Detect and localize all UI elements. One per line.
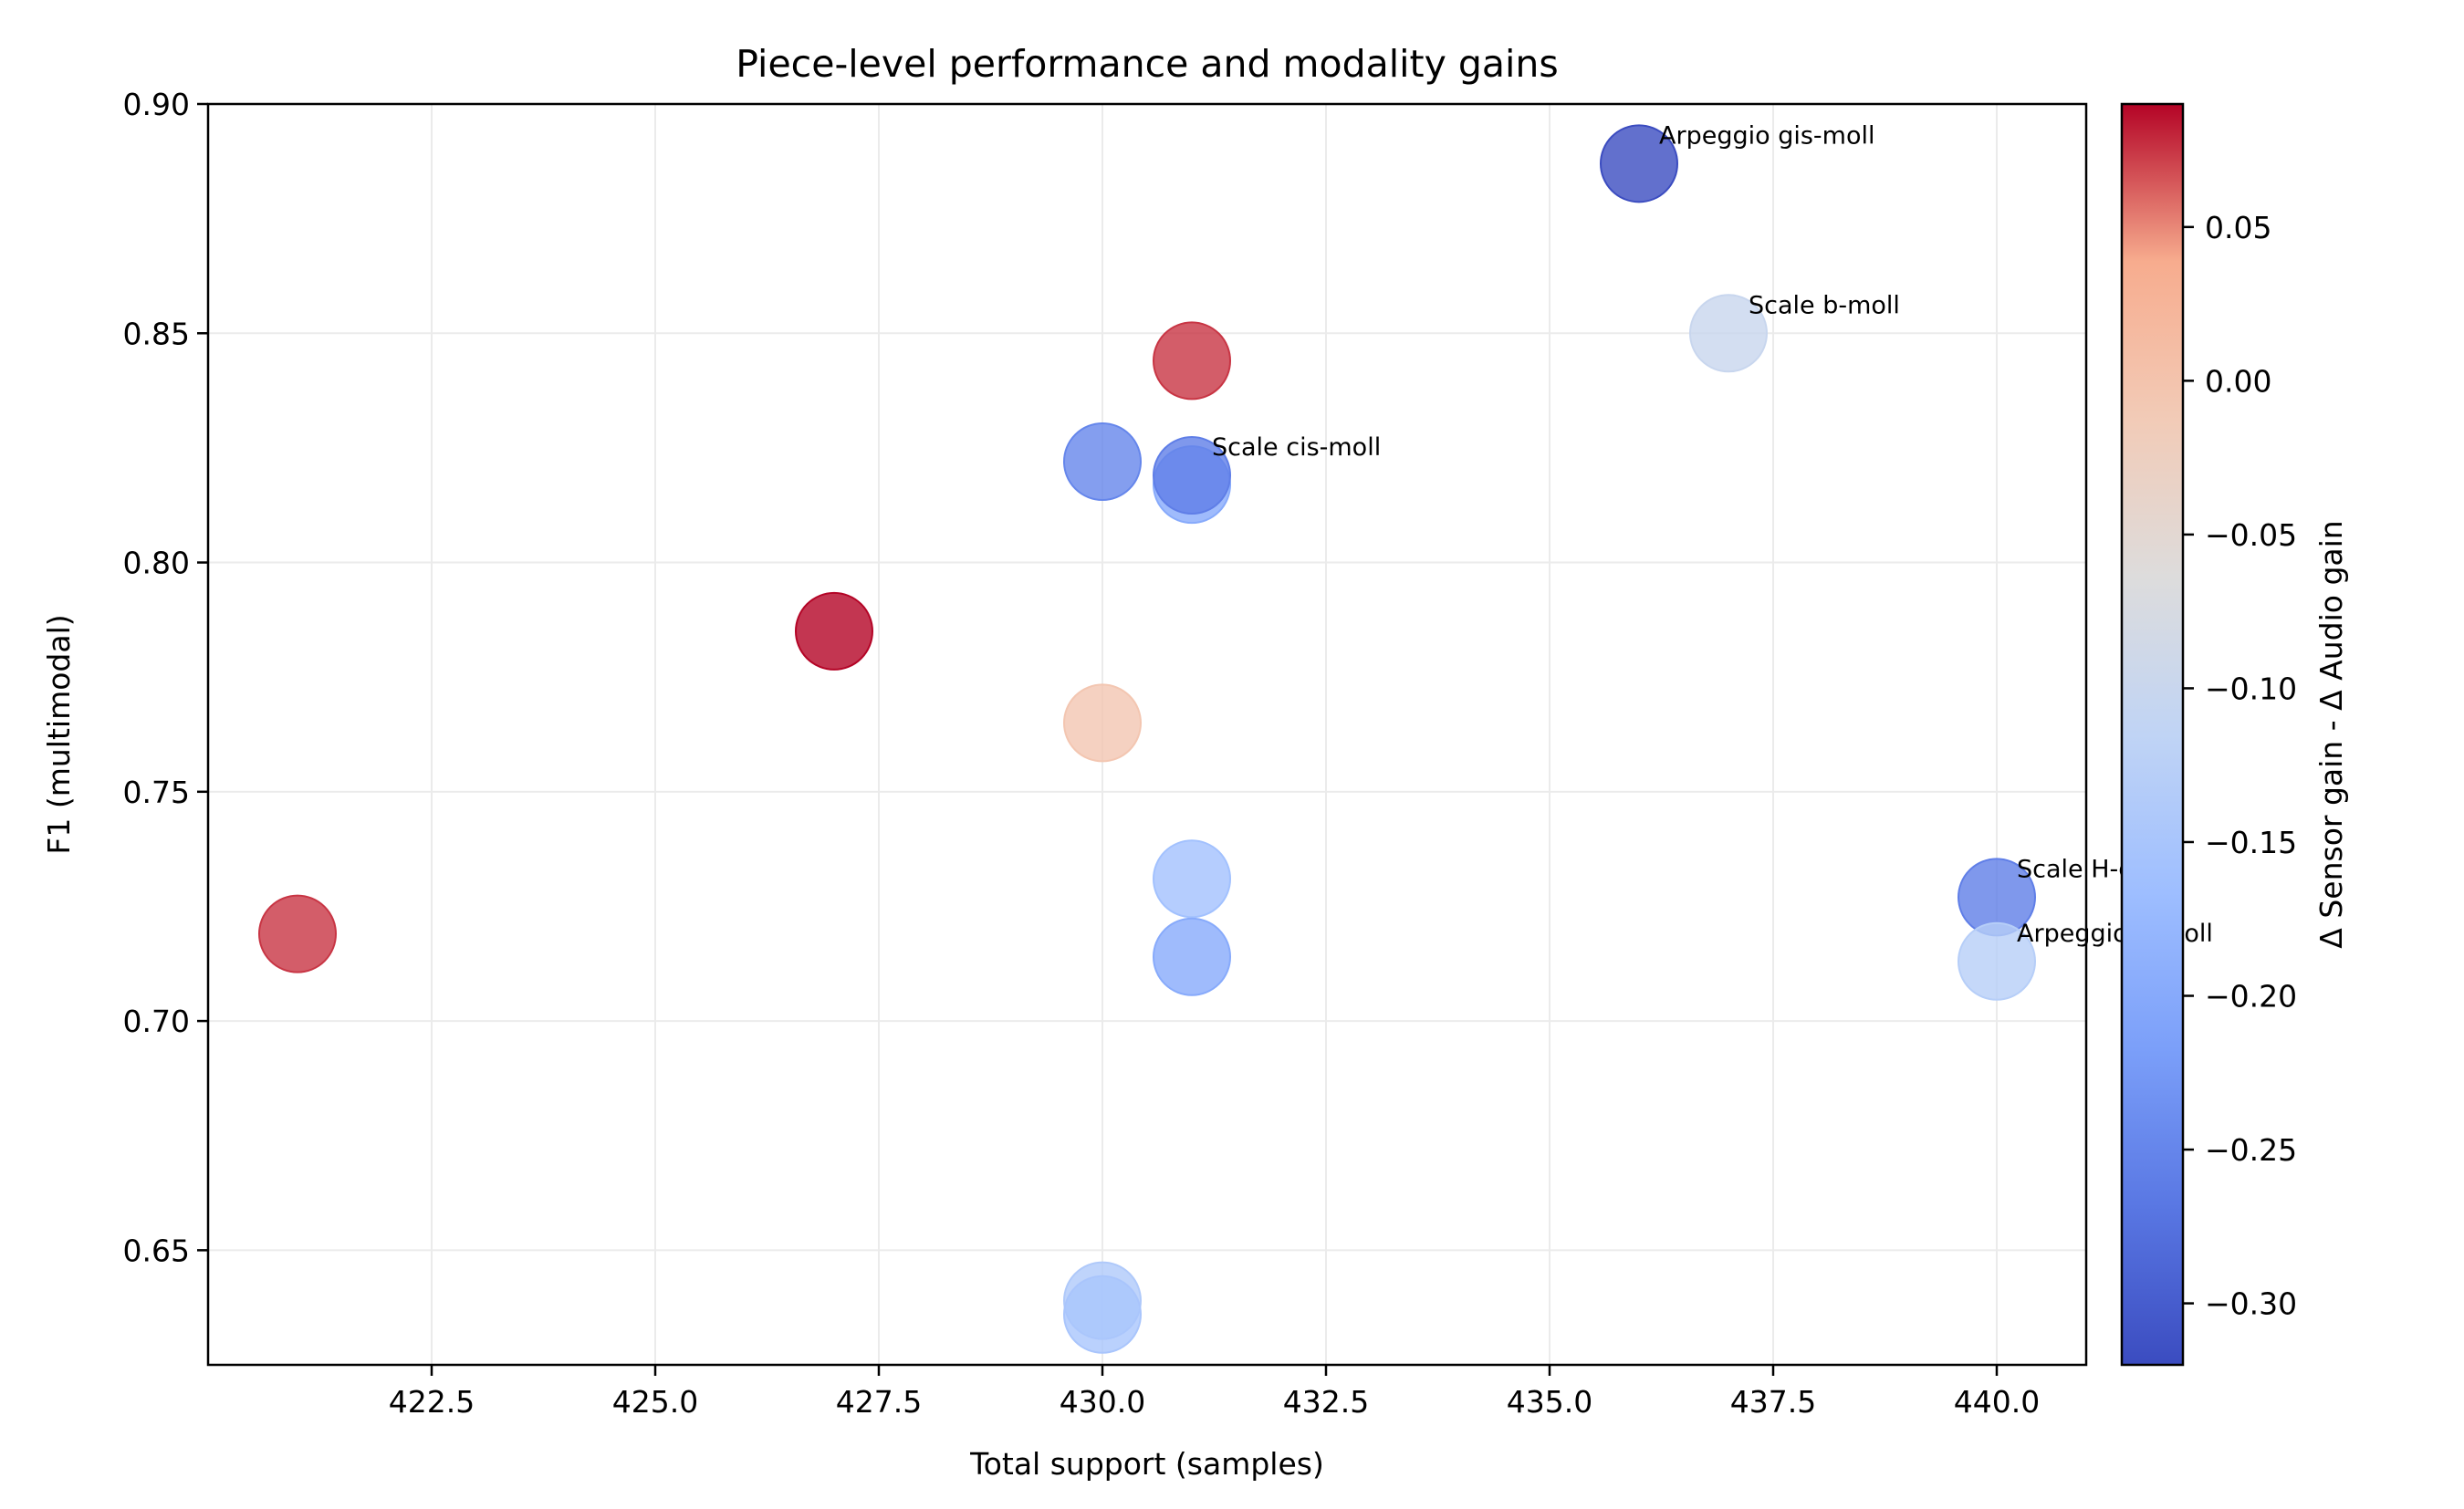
colorbar-ticks: −0.30 −0.25 −0.20 −0.15 −0.10 −0.05 0.00 0.05 bbox=[2183, 210, 2297, 1322]
colorbar-tick-label: 0.05 bbox=[2205, 210, 2271, 245]
y-tick-label: 0.75 bbox=[123, 775, 190, 810]
scatter-point bbox=[1958, 921, 2036, 1001]
scatter-point bbox=[1063, 1275, 1142, 1354]
scatter-point bbox=[1153, 917, 1231, 996]
scatter-point bbox=[1153, 839, 1231, 919]
y-tick-label: 0.65 bbox=[123, 1233, 190, 1268]
y-tick-label: 0.90 bbox=[123, 87, 190, 122]
scatter-point bbox=[795, 591, 873, 671]
scatter-point bbox=[1600, 124, 1678, 203]
x-tick-label: 425.0 bbox=[612, 1384, 698, 1420]
scatter-point bbox=[258, 894, 337, 973]
scatter-point bbox=[1689, 294, 1768, 373]
plot-frame bbox=[206, 102, 2088, 1367]
x-tick-label: 437.5 bbox=[1730, 1384, 1816, 1420]
scatter-points bbox=[258, 124, 2036, 1354]
colorbar-tick-label: −0.05 bbox=[2205, 517, 2297, 553]
point-label: Scale cis-moll bbox=[1212, 433, 1381, 462]
colorbar-tick-label: −0.25 bbox=[2205, 1132, 2297, 1168]
x-axis-ticks: 422.5 425.0 427.5 430.0 432.5 435.0 437.5 440.0 bbox=[389, 1365, 2040, 1420]
y-tick-label: 0.80 bbox=[123, 546, 190, 581]
y-tick-label: 0.70 bbox=[123, 1004, 190, 1039]
y-axis-title: F1 (multimodal) bbox=[41, 614, 77, 854]
colorbar-tick-label: −0.30 bbox=[2205, 1286, 2297, 1322]
colorbar bbox=[2120, 102, 2185, 1367]
x-tick-label: 432.5 bbox=[1283, 1384, 1369, 1420]
x-tick-label: 422.5 bbox=[389, 1384, 475, 1420]
x-tick-label: 427.5 bbox=[836, 1384, 922, 1420]
x-tick-label: 430.0 bbox=[1060, 1384, 1145, 1420]
scatter-point bbox=[1063, 421, 1142, 501]
scatter-point bbox=[1153, 436, 1231, 515]
x-tick-label: 435.0 bbox=[1507, 1384, 1592, 1420]
colorbar-tick-label: 0.00 bbox=[2205, 363, 2271, 399]
x-tick-label: 440.0 bbox=[1954, 1384, 2040, 1420]
point-label: Scale b-moll bbox=[1749, 291, 1900, 319]
chart-title: Piece-level performance and modality gai… bbox=[736, 42, 1559, 86]
scatter-point bbox=[1153, 321, 1231, 401]
y-tick-label: 0.85 bbox=[123, 316, 190, 351]
point-annotations: Scale cis-moll Arpeggio gis-moll Scale b-m… bbox=[1212, 121, 2213, 947]
x-axis-title: Total support (samples) bbox=[969, 1446, 1324, 1482]
colorbar-tick-label: −0.20 bbox=[2205, 979, 2297, 1015]
y-axis-ticks: 0.65 0.70 0.75 0.80 0.85 0.90 bbox=[123, 87, 208, 1268]
scatter-point bbox=[1063, 683, 1142, 763]
colorbar-tick-label: −0.10 bbox=[2205, 671, 2297, 706]
colorbar-tick-label: −0.15 bbox=[2205, 825, 2297, 860]
point-label: Arpeggio gis-moll bbox=[1659, 121, 1874, 150]
colorbar-title: Δ Sensor gain - Δ Audio gain bbox=[2313, 520, 2349, 948]
